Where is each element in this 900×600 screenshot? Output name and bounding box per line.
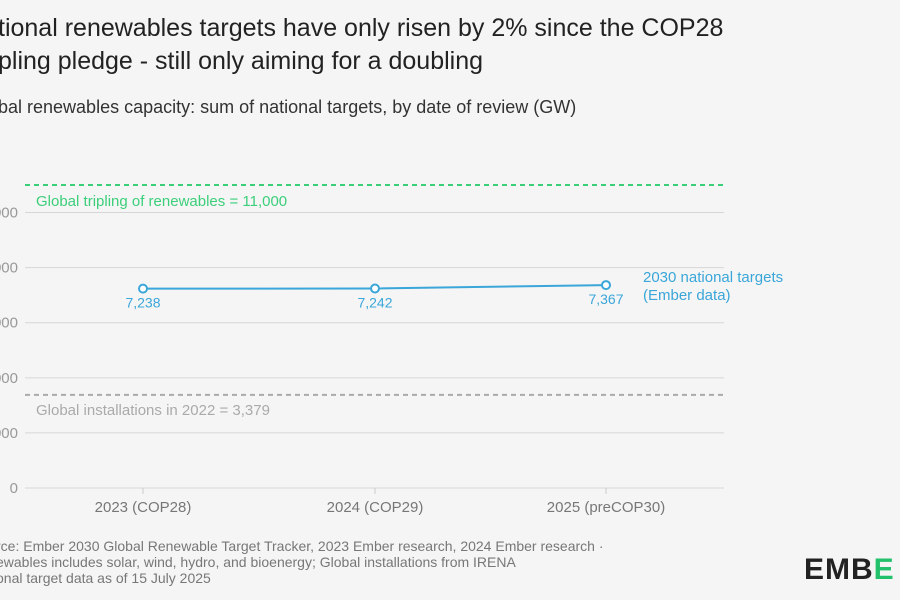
- y-tick-label: 0: [10, 480, 18, 497]
- series-label: (Ember data): [643, 287, 731, 304]
- y-tick-label: 10,000: [0, 205, 18, 222]
- title-line-1: tional renewables targets have only rise…: [0, 14, 724, 42]
- data-point: [138, 283, 148, 294]
- x-tick-label: 2024 (COP29): [327, 499, 424, 516]
- logo-green-text: E: [873, 553, 895, 586]
- source-line-3: onal target data as of 15 July 2025: [0, 570, 211, 586]
- source-line-2: ewables includes solar, wind, hydro, and…: [0, 554, 516, 570]
- data-label: 7,238: [125, 295, 160, 311]
- y-tick-label: 2,000: [0, 425, 18, 442]
- y-tick-label: 8,000: [0, 260, 18, 277]
- chart-subtitle: bal renewables capacity: sum of national…: [0, 97, 577, 117]
- title-line-2: pling pledge - still only aiming for a d…: [0, 47, 484, 75]
- data-point: [370, 283, 380, 294]
- logo-dark-text: EMB: [804, 553, 874, 586]
- y-tick-label: 6,000: [0, 315, 18, 332]
- x-tick-label: 2023 (COP28): [95, 499, 192, 516]
- source-line-1: rce: Ember 2030 Global Renewable Target …: [0, 538, 604, 554]
- reference-line-label: Global installations in 2022 = 3,379: [36, 402, 270, 419]
- x-tick-label: 2025 (preCOP30): [547, 499, 665, 516]
- source-note: rce: Ember 2030 Global Renewable Target …: [0, 538, 604, 586]
- series-label: 2030 national targets: [643, 269, 783, 286]
- data-point: [601, 280, 611, 291]
- chart-title: tional renewables targets have only rise…: [0, 12, 723, 78]
- data-label: 7,367: [588, 291, 623, 307]
- data-label: 7,242: [357, 295, 392, 311]
- reference-line-label: Global tripling of renewables = 11,000: [36, 193, 287, 210]
- ember-logo: EMBE: [804, 553, 895, 587]
- y-tick-label: 4,000: [0, 370, 18, 387]
